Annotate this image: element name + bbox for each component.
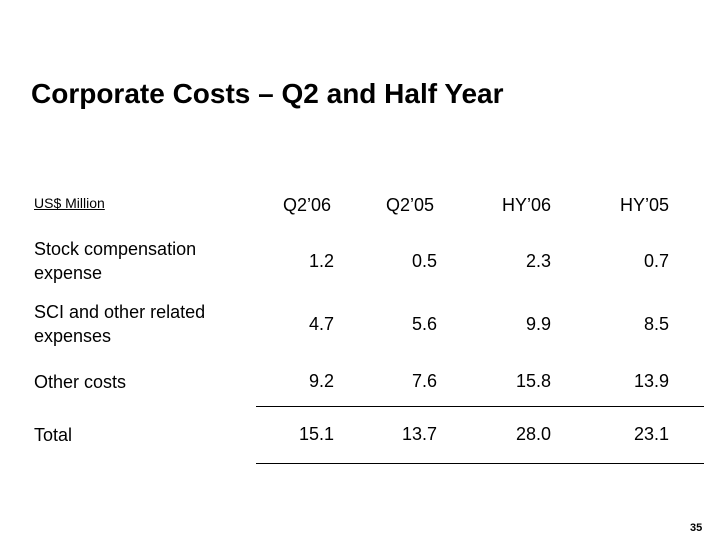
total-divider — [256, 463, 704, 464]
cell-value: 15.8 — [515, 371, 551, 391]
cell-value: 28.0 — [515, 424, 551, 444]
row-label: Total — [34, 425, 73, 445]
cell-value: 1.2 — [308, 251, 334, 271]
cell-value: 13.9 — [633, 371, 669, 391]
cell-value: 4.7 — [308, 314, 334, 334]
cell-value: 9.2 — [308, 371, 334, 391]
page-number: 35 — [690, 522, 703, 534]
row-label: SCI and other related expenses — [34, 302, 206, 346]
cell-value: 0.5 — [411, 251, 437, 271]
cell-value: 5.6 — [411, 314, 437, 334]
column-header-q2-06: Q2’06 — [283, 195, 332, 215]
column-header-q2-05: Q2’05 — [386, 195, 435, 215]
cell-value: 0.7 — [643, 251, 669, 271]
column-header-hy-06: HY’06 — [502, 195, 552, 215]
row-label: Stock compensation expense — [34, 239, 197, 283]
units-label: US$ Million — [34, 195, 105, 211]
cell-value: 2.3 — [525, 251, 551, 271]
cell-value: 8.5 — [643, 314, 669, 334]
cell-value: 9.9 — [525, 314, 551, 334]
cell-value: 7.6 — [411, 371, 437, 391]
cell-value: 23.1 — [633, 424, 669, 444]
slide-title: Corporate Costs – Q2 and Half Year — [31, 78, 504, 109]
cell-value: 15.1 — [298, 424, 334, 444]
subtotal-divider — [256, 406, 704, 407]
cell-value: 13.7 — [401, 424, 437, 444]
column-header-hy-05: HY’05 — [620, 195, 670, 215]
row-label: Other costs — [34, 372, 127, 392]
